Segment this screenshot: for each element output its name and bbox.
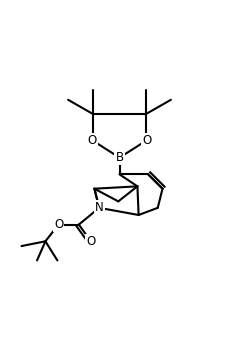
Text: N: N <box>95 201 103 214</box>
Text: O: O <box>86 235 95 248</box>
Text: B: B <box>115 151 124 164</box>
Text: O: O <box>54 218 63 231</box>
Text: O: O <box>87 134 97 147</box>
Text: O: O <box>142 134 152 147</box>
